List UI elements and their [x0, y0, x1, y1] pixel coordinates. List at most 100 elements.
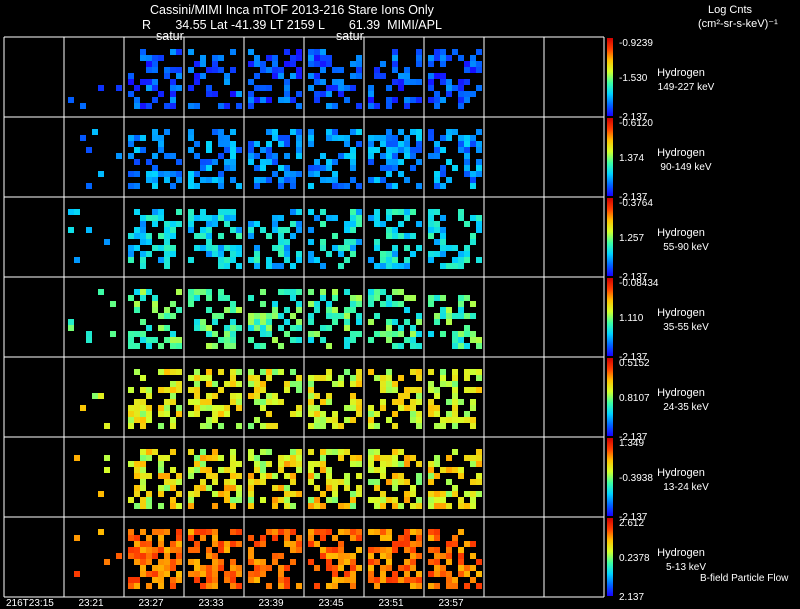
heatmap-pixel: [338, 565, 344, 571]
heatmap-pixel: [170, 227, 176, 233]
energy-range-label: 5-13 keV: [666, 562, 706, 573]
heatmap-pixel: [476, 85, 482, 91]
heatmap-pixel: [416, 97, 422, 103]
heatmap-pixel: [470, 417, 476, 423]
heatmap-pixel: [278, 227, 284, 233]
colorbar: [607, 358, 613, 436]
heatmap-pixel: [134, 541, 140, 547]
heatmap-pixel: [470, 91, 476, 97]
heatmap-pixel: [308, 171, 314, 177]
heatmap-pixel: [254, 257, 260, 263]
heatmap-pixel: [368, 153, 374, 159]
heatmap-pixel: [416, 61, 422, 67]
heatmap-pixel: [452, 491, 458, 497]
heatmap-pixel: [332, 491, 338, 497]
heatmap-pixel: [224, 73, 230, 79]
heatmap-pixel: [164, 239, 170, 245]
heatmap-pixel: [458, 529, 464, 535]
heatmap-pixel: [140, 503, 146, 509]
heatmap-pixel: [272, 529, 278, 535]
heatmap-pixel: [212, 331, 218, 337]
heatmap-pixel: [260, 85, 266, 91]
heatmap-pixel: [476, 67, 482, 73]
heatmap-pixel: [440, 227, 446, 233]
heatmap-pixel: [224, 307, 230, 313]
heatmap-pixel: [374, 209, 380, 215]
heatmap-pixel: [308, 319, 314, 325]
heatmap-pixel: [410, 295, 416, 301]
heatmap-pixel: [320, 209, 326, 215]
heatmap-pixel: [386, 159, 392, 165]
heatmap-pixel: [446, 55, 452, 61]
heatmap-pixel: [434, 411, 440, 417]
heatmap-pixel: [158, 485, 164, 491]
heatmap-pixel: [212, 215, 218, 221]
heatmap-pixel: [446, 577, 452, 583]
heatmap-pixel: [404, 319, 410, 325]
heatmap-pixel: [386, 233, 392, 239]
heatmap-pixel: [200, 319, 206, 325]
heatmap-pixel: [278, 97, 284, 103]
heatmap-pixel: [428, 129, 434, 135]
heatmap-pixel: [308, 251, 314, 257]
heatmap-pixel: [206, 141, 212, 147]
heatmap-pixel: [404, 571, 410, 577]
heatmap-pixel: [230, 565, 236, 571]
heatmap-pixel: [332, 159, 338, 165]
heatmap-pixel: [440, 245, 446, 251]
heatmap-pixel: [326, 559, 332, 565]
heatmap-pixel: [116, 153, 122, 159]
heatmap-pixel: [392, 79, 398, 85]
heatmap-pixel: [350, 337, 356, 343]
heatmap-pixel: [134, 399, 140, 405]
heatmap-pixel: [158, 467, 164, 473]
heatmap-pixel: [350, 535, 356, 541]
heatmap-pixel: [332, 411, 338, 417]
heatmap-pixel: [332, 245, 338, 251]
heatmap-pixel: [338, 529, 344, 535]
heatmap-pixel: [404, 387, 410, 393]
heatmap-pixel: [206, 375, 212, 381]
heatmap-pixel: [236, 491, 242, 497]
heatmap-pixel: [170, 449, 176, 455]
heatmap-pixel: [278, 177, 284, 183]
heatmap-pixel: [296, 103, 302, 109]
heatmap-pixel: [344, 289, 350, 295]
heatmap-pixel: [128, 411, 134, 417]
heatmap-pixel: [248, 455, 254, 461]
heatmap-pixel: [170, 153, 176, 159]
heatmap-pixel: [434, 455, 440, 461]
heatmap-pixel: [296, 381, 302, 387]
heatmap-pixel: [446, 479, 452, 485]
heatmap-pixel: [464, 417, 470, 423]
heatmap-pixel: [278, 141, 284, 147]
heatmap-pixel: [230, 245, 236, 251]
heatmap-pixel: [146, 387, 152, 393]
heatmap-pixel: [368, 97, 374, 103]
heatmap-pixel: [386, 227, 392, 233]
heatmap-pixel: [392, 183, 398, 189]
heatmap-pixel: [326, 399, 332, 405]
heatmap-pixel: [176, 49, 182, 55]
heatmap-pixel: [434, 55, 440, 61]
heatmap-pixel: [416, 369, 422, 375]
heatmap-pixel: [158, 583, 164, 589]
heatmap-pixel: [188, 529, 194, 535]
heatmap-pixel: [350, 147, 356, 153]
heatmap-pixel: [428, 251, 434, 257]
heatmap-pixel: [194, 295, 200, 301]
heatmap-pixel: [476, 129, 482, 135]
heatmap-pixel: [134, 209, 140, 215]
heatmap-pixel: [254, 183, 260, 189]
heatmap-pixel: [386, 387, 392, 393]
heatmap-pixel: [194, 565, 200, 571]
heatmap-pixel: [314, 301, 320, 307]
heatmap-pixel: [284, 97, 290, 103]
heatmap-pixel: [278, 289, 284, 295]
heatmap-pixel: [416, 411, 422, 417]
heatmap-pixel: [296, 153, 302, 159]
heatmap-pixel: [410, 417, 416, 423]
heatmap-pixel: [194, 405, 200, 411]
heatmap-pixel: [434, 583, 440, 589]
heatmap-pixel: [200, 325, 206, 331]
